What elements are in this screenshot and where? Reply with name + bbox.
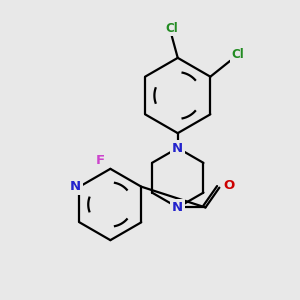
Text: Cl: Cl [232, 48, 244, 62]
Text: F: F [96, 154, 105, 167]
Text: Cl: Cl [165, 22, 178, 34]
Text: N: N [70, 180, 81, 193]
Text: N: N [172, 201, 183, 214]
Text: N: N [172, 142, 183, 154]
Text: O: O [224, 179, 235, 192]
